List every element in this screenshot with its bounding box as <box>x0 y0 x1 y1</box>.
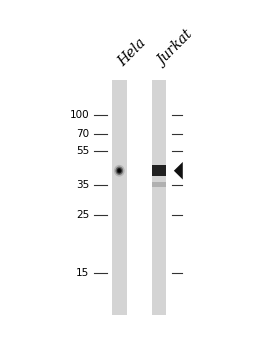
Text: 55: 55 <box>76 146 90 156</box>
Text: 25: 25 <box>76 211 90 220</box>
Text: Hela: Hela <box>115 36 149 69</box>
Ellipse shape <box>115 167 123 175</box>
Text: 35: 35 <box>76 180 90 190</box>
Polygon shape <box>174 162 183 180</box>
Bar <box>152 165 166 176</box>
Text: 100: 100 <box>70 110 90 120</box>
Ellipse shape <box>114 165 125 177</box>
Ellipse shape <box>118 169 121 172</box>
Text: Jurkat: Jurkat <box>155 28 196 69</box>
Bar <box>152 80 166 315</box>
Ellipse shape <box>117 168 122 174</box>
Bar <box>152 182 166 187</box>
Text: 70: 70 <box>76 129 90 139</box>
Text: 15: 15 <box>76 268 90 278</box>
Bar <box>112 80 127 315</box>
